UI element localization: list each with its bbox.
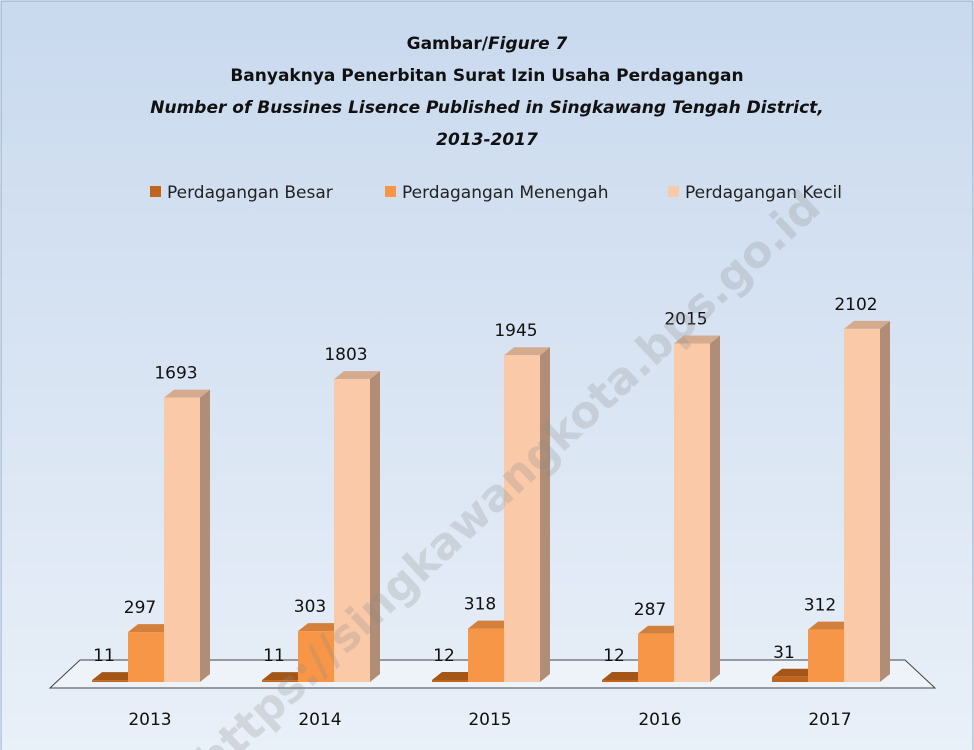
value-label: 2102 xyxy=(834,295,877,315)
bar-side xyxy=(200,389,210,682)
value-label: 1945 xyxy=(494,321,537,341)
value-label: 1693 xyxy=(154,364,197,384)
x-tick-label: 2015 xyxy=(468,710,511,730)
value-label: 287 xyxy=(634,600,666,620)
bar xyxy=(164,389,210,682)
bar xyxy=(504,347,550,682)
bar-front xyxy=(334,379,370,682)
x-tick-label: 2014 xyxy=(298,710,341,730)
bar-front xyxy=(164,397,200,682)
bar-top xyxy=(164,389,210,398)
x-tick-label: 2013 xyxy=(128,710,171,730)
value-label: 303 xyxy=(294,597,326,617)
value-label: 2015 xyxy=(664,309,707,329)
bar-top xyxy=(334,371,380,380)
bar-top xyxy=(298,623,344,632)
value-label: 11 xyxy=(263,646,285,666)
value-label: 11 xyxy=(93,646,115,666)
bar-top xyxy=(772,668,818,677)
bar-front xyxy=(92,680,128,682)
title-part: Figure 7 xyxy=(488,34,568,54)
bar-top xyxy=(844,320,890,329)
title-part: Gambar/ xyxy=(407,34,489,54)
x-tick-label: 2016 xyxy=(638,710,681,730)
bar-top xyxy=(262,672,308,681)
bar-front xyxy=(602,679,638,682)
bar-front xyxy=(808,629,844,682)
period: 2013-2017 xyxy=(436,130,538,150)
bar-side xyxy=(880,320,890,682)
bar-front xyxy=(298,631,334,682)
bar-front xyxy=(262,680,298,682)
legend-swatch xyxy=(668,186,679,197)
x-tick-label: 2017 xyxy=(808,710,851,730)
bar-top xyxy=(92,672,138,681)
bar-top xyxy=(638,625,684,634)
bar-front xyxy=(432,679,468,682)
bar-side xyxy=(710,335,720,682)
bar-top xyxy=(808,621,854,630)
value-label: 297 xyxy=(124,598,156,618)
bar-front xyxy=(468,628,504,682)
bar-top xyxy=(432,671,478,680)
value-label: 312 xyxy=(804,596,836,616)
legend-swatch xyxy=(150,186,161,197)
value-label: 31 xyxy=(773,643,795,663)
bar-top xyxy=(602,671,648,680)
bar-side xyxy=(540,347,550,682)
legend-label: Perdagangan Besar xyxy=(167,183,333,203)
bar-side xyxy=(370,371,380,682)
subtitle-en: Number of Bussines Lisence Published in … xyxy=(150,98,823,118)
bar-front xyxy=(674,343,710,682)
chart-title: Gambar/Figure 7 xyxy=(407,34,568,54)
bar-top xyxy=(128,624,174,633)
bar-front xyxy=(128,632,164,682)
bar-front xyxy=(844,328,880,682)
bar xyxy=(844,320,890,682)
bar xyxy=(334,371,380,682)
value-label: 318 xyxy=(464,595,496,615)
value-label: 12 xyxy=(433,646,455,666)
bar-front xyxy=(638,633,674,682)
value-label: 1803 xyxy=(324,345,367,365)
bar-top xyxy=(674,335,720,344)
bar-front xyxy=(772,676,808,682)
legend-swatch xyxy=(385,186,396,197)
subtitle: Banyaknya Penerbitan Surat Izin Usaha Pe… xyxy=(230,66,743,86)
legend-label: Perdagangan Kecil xyxy=(685,183,842,203)
bar-top xyxy=(468,620,514,629)
legend-label: Perdagangan Menengah xyxy=(402,183,609,203)
bar xyxy=(674,335,720,682)
value-label: 12 xyxy=(603,646,625,666)
bar-top xyxy=(504,347,550,356)
bar-front xyxy=(504,355,540,682)
